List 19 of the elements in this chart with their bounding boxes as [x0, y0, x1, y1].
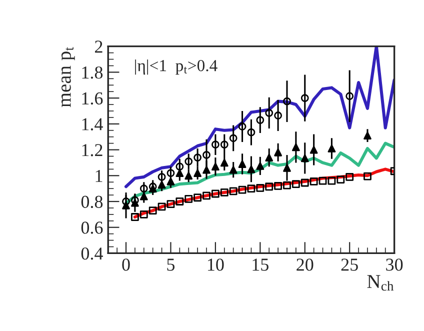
x-tick-label: 20 [296, 258, 314, 271]
y-tick-label: 1.6 [82, 92, 103, 105]
x-axis-title: N$_{ch}$ [367, 275, 394, 291]
y-tick-label: 0.6 [81, 222, 103, 234]
x-tick-label: 10 [208, 258, 224, 271]
x-tick-label: 25 [341, 258, 358, 271]
y-tick-label: 0.4 [81, 247, 103, 260]
y-tick-label: 1 [96, 170, 102, 182]
x-tick-label: 30 [386, 258, 403, 271]
y-tick-label: 1.8 [82, 66, 103, 79]
y-tick-label: 1.2 [82, 144, 102, 156]
x-tick-label: 5 [167, 258, 175, 271]
x-tick-label: 0 [122, 258, 130, 271]
y-tick-label: 0.8 [81, 196, 103, 208]
x-tick-label: 15 [252, 258, 268, 271]
y-tick-label: 2 [95, 40, 102, 53]
annotation: |η|<1 p$_{t}$>0.4 [135, 60, 218, 75]
y-tick-label: 1.4 [82, 118, 103, 130]
y-axis-title: mean p$_{t}$ [62, 47, 75, 108]
